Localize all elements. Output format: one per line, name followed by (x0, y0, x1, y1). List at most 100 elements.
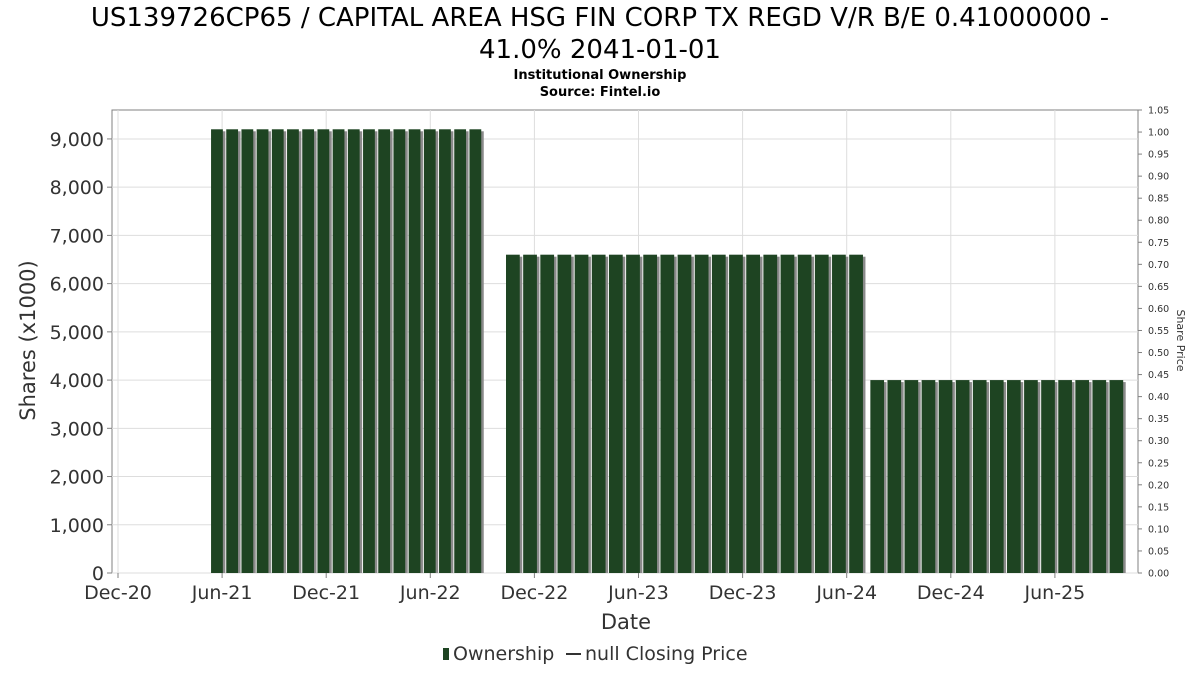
y2-tick-label: 0.35 (1148, 414, 1169, 425)
legend-ownership-label: Ownership (453, 643, 554, 665)
ownership-bar (469, 129, 482, 573)
y-tick-label: 8,000 (50, 177, 104, 199)
chart-subtitle-source: Source: Fintel.io (539, 85, 661, 100)
y2-tick-label: 0.20 (1148, 480, 1169, 491)
y2-tick-label: 0.60 (1148, 304, 1169, 315)
legend-ownership-marker (443, 648, 449, 660)
x-tick-label: Jun-23 (607, 582, 669, 604)
legend-price-label: null Closing Price (585, 643, 748, 665)
x-tick-label: Jun-21 (191, 582, 253, 604)
y2-tick-label: 0.85 (1148, 194, 1169, 205)
ownership-bar (302, 129, 315, 573)
ownership-bar (797, 254, 812, 573)
ownership-bar (1041, 380, 1055, 573)
ownership-bar (439, 129, 451, 573)
y-axis-label: Shares (x1000) (16, 260, 40, 420)
ownership-bar (1058, 380, 1072, 573)
y2-tick-label: 0.40 (1148, 392, 1169, 403)
y2-tick-label: 0.25 (1148, 458, 1169, 469)
y2-tick-label: 0.70 (1148, 260, 1169, 271)
ownership-bar (832, 254, 846, 573)
ownership-bar (287, 129, 299, 573)
chart-title: US139726CP65 / CAPITAL AREA HSG FIN CORP… (0, 2, 1200, 66)
y2-axis-label: Share Price (1174, 309, 1187, 371)
y2-tick-label: 0.00 (1148, 569, 1169, 580)
x-tick-label: Jun-24 (815, 582, 877, 604)
ownership-bar (211, 129, 223, 573)
ownership-bar (746, 254, 760, 573)
y-tick-label: 7,000 (50, 225, 104, 247)
y-tick-label: 0 (92, 563, 104, 585)
ownership-bar (711, 254, 726, 573)
y2-tick-label: 0.05 (1148, 546, 1169, 557)
y2-tick-label: 0.15 (1148, 502, 1169, 513)
ownership-bar (972, 380, 987, 573)
x-axis-label: Date (601, 610, 651, 634)
ownership-bar (591, 254, 606, 573)
ownership-bar (660, 254, 675, 573)
ownership-bar (814, 254, 829, 573)
x-tick-label: Jun-22 (399, 582, 461, 604)
ownership-bar (849, 254, 863, 573)
ownership-bar (694, 254, 709, 573)
ownership-bar (887, 380, 902, 573)
ownership-bar (763, 254, 778, 573)
x-tick-label: Dec-24 (917, 582, 985, 604)
x-tick-label: Dec-20 (84, 582, 152, 604)
ownership-bar (574, 254, 589, 573)
ownership-bar (1092, 380, 1107, 573)
ownership-bar (347, 129, 360, 573)
chart-title-line2: 41.0% 2041-01-01 (479, 35, 721, 65)
x-tick-label: Jun-25 (1024, 582, 1086, 604)
ownership-bar (557, 254, 572, 573)
ownership-bar (921, 380, 936, 573)
ownership-bar (955, 380, 970, 573)
chart-subtitle-ownership: Institutional Ownership (513, 68, 687, 83)
y2-tick-label: 0.45 (1148, 370, 1169, 381)
y-tick-label: 3,000 (50, 418, 104, 440)
ownership-bar (317, 129, 330, 573)
y-tick-label: 1,000 (50, 515, 104, 537)
y-tick-label: 5,000 (50, 322, 104, 344)
y2-tick-label: 0.95 (1148, 150, 1169, 161)
ownership-bar (626, 254, 640, 573)
ownership-bar (1007, 380, 1021, 573)
ownership-bar (608, 254, 623, 573)
ownership-bar (332, 129, 345, 573)
y-tick-label: 9,000 (50, 129, 104, 151)
y2-tick-label: 0.75 (1148, 238, 1169, 249)
ownership-bar (989, 380, 1004, 573)
y2-tick-label: 0.80 (1148, 216, 1169, 227)
x-tick-label: Dec-23 (709, 582, 777, 604)
ownership-bar (378, 129, 391, 573)
ownership-bar (506, 254, 520, 573)
ownership-bar (780, 254, 795, 573)
ownership-bar (271, 129, 284, 573)
y2-tick-label: 1.00 (1148, 128, 1169, 139)
ownership-bar (677, 254, 692, 573)
ownership-bar (226, 129, 239, 573)
y2-tick-label: 0.10 (1148, 524, 1169, 535)
y-tick-label: 6,000 (50, 274, 104, 296)
ownership-bar (1024, 380, 1038, 573)
ownership-bar (1075, 380, 1090, 573)
y2-tick-label: 0.30 (1148, 436, 1169, 447)
chart-title-line1: US139726CP65 / CAPITAL AREA HSG FIN CORP… (90, 3, 1110, 33)
ownership-bar (256, 129, 269, 573)
ownership-bar (363, 129, 375, 573)
ownership-bar (423, 129, 436, 573)
ownership-bar (1109, 380, 1124, 573)
y2-tick-label: 0.90 (1148, 172, 1169, 183)
ownership-bar (523, 254, 537, 573)
y2-tick-label: 0.50 (1148, 348, 1169, 359)
ownership-bar (729, 254, 743, 573)
y2-tick-label: 0.65 (1148, 282, 1169, 293)
x-tick-label: Dec-22 (500, 582, 568, 604)
ownership-bar (870, 380, 885, 573)
x-tick-label: Dec-21 (292, 582, 360, 604)
ownership-bar (643, 254, 658, 573)
ownership-bar (393, 129, 406, 573)
ownership-bar (408, 129, 421, 573)
ownership-bar (904, 380, 919, 573)
